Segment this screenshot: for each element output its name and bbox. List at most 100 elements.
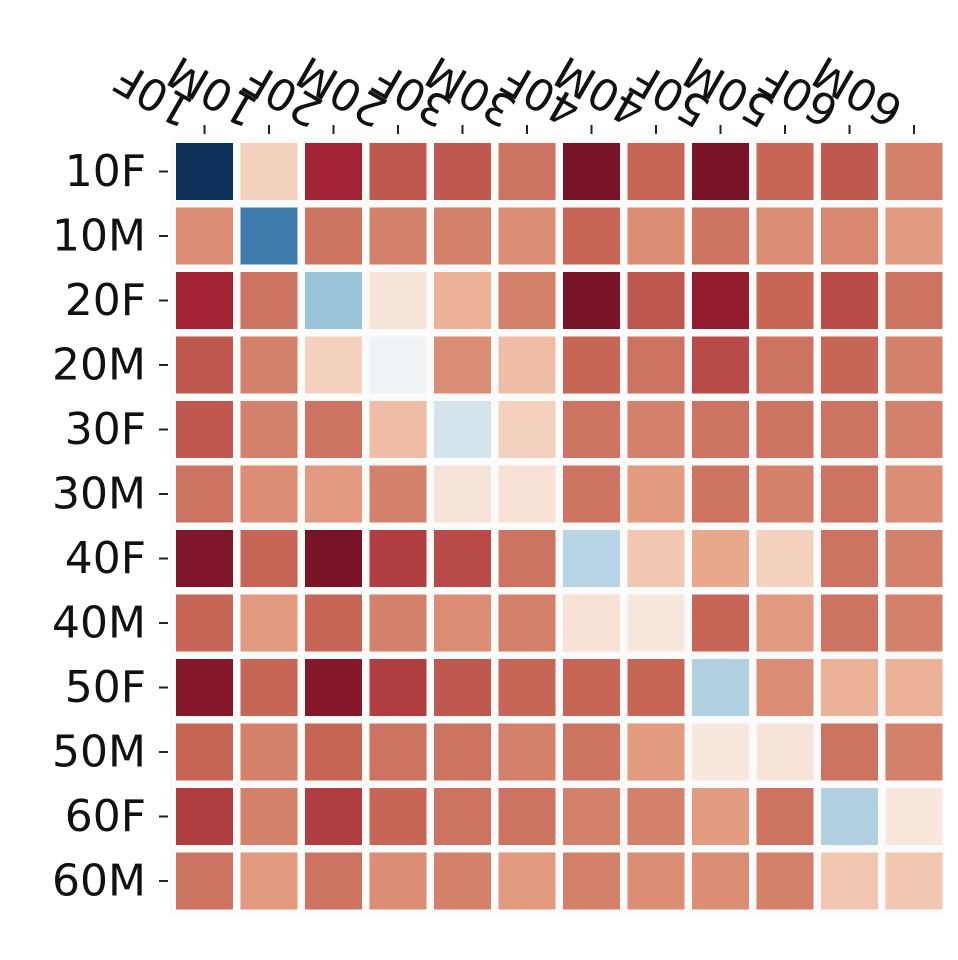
heatmap-cell-60M-40F	[563, 852, 620, 910]
y-tick-label: 30M	[52, 469, 146, 520]
heatmap-cell-40M-30F	[434, 594, 491, 652]
heatmap-cell-30F-60M	[885, 401, 943, 458]
heatmap-cell-30F-20F	[305, 401, 362, 458]
heatmap-cell-60M-20F	[305, 852, 362, 910]
heatmap-cell-20F-10M	[240, 272, 298, 329]
heatmap-cell-50M-50F	[692, 723, 749, 781]
heatmap-cell-50M-20F	[305, 723, 362, 781]
heatmap-cell-40M-10M	[240, 594, 298, 652]
heatmap-cell-20F-50F	[692, 272, 749, 329]
heatmap-cell-60F-50F	[692, 788, 749, 845]
heatmap-cell-60M-30F	[434, 852, 491, 910]
heatmap-cell-40M-50M	[756, 594, 814, 652]
heatmap-cell-50F-60M	[885, 659, 943, 716]
heatmap-cell-10M-30M	[498, 207, 556, 265]
y-tick-label: 10F	[65, 146, 146, 197]
heatmap-cell-50M-60M	[885, 723, 943, 781]
heatmap-cell-20M-40F	[563, 336, 620, 394]
heatmap-cell-40F-40F	[563, 530, 620, 587]
heatmap-cell-30M-40M	[627, 465, 685, 523]
heatmap-cell-10F-30F	[434, 143, 491, 200]
y-tick-label: 50F	[65, 662, 146, 713]
heatmap-cell-20F-20F	[305, 272, 362, 329]
heatmap-cell-40M-40M	[627, 594, 685, 652]
heatmap-cell-50M-60F	[821, 723, 878, 781]
heatmap-cell-60M-50M	[756, 852, 814, 910]
heatmap-cell-10F-30M	[498, 143, 556, 200]
heatmap-cell-60F-40M	[627, 788, 685, 845]
heatmap-cell-40F-10F	[176, 530, 233, 587]
heatmap-cell-20F-50M	[756, 272, 814, 329]
heatmap-cell-60F-20M	[369, 788, 427, 845]
heatmap-cell-20F-40M	[627, 272, 685, 329]
heatmap-cell-30M-20M	[369, 465, 427, 523]
heatmap-cell-40M-20M	[369, 594, 427, 652]
heatmap-cell-40F-30F	[434, 530, 491, 587]
heatmap-cell-60M-50F	[692, 852, 749, 910]
heatmap-cell-10M-10M	[240, 207, 298, 265]
heatmap-cell-50M-40F	[563, 723, 620, 781]
heatmap-cell-30M-50M	[756, 465, 814, 523]
heatmap-cell-50F-60F	[821, 659, 878, 716]
heatmap-cell-60F-30F	[434, 788, 491, 845]
heatmap-cell-30M-10F	[176, 465, 233, 523]
heatmap-cell-60F-30M	[498, 788, 556, 845]
heatmap-cell-40M-30M	[498, 594, 556, 652]
heatmap-cell-50F-40M	[627, 659, 685, 716]
heatmap-cell-50M-10M	[240, 723, 298, 781]
heatmap-cell-30M-50F	[692, 465, 749, 523]
heatmap-cell-50F-40F	[563, 659, 620, 716]
heatmap-cell-30F-10M	[240, 401, 298, 458]
heatmap-cell-10F-60M	[885, 143, 943, 200]
heatmap-cell-30M-10M	[240, 465, 298, 523]
heatmap-cell-50M-30M	[498, 723, 556, 781]
heatmap-cell-20M-20F	[305, 336, 362, 394]
heatmap-cell-60M-60M	[885, 852, 943, 910]
heatmap-cell-60F-60M	[885, 788, 943, 845]
heatmap-cell-10F-40M	[627, 143, 685, 200]
heatmap-cell-40M-50F	[692, 594, 749, 652]
heatmap-cell-20F-60F	[821, 272, 878, 329]
heatmap-cell-10F-10F	[176, 143, 233, 200]
heatmap-cell-10M-10F	[176, 207, 233, 265]
heatmap-cell-20F-20M	[369, 272, 427, 329]
heatmap-cell-60M-60F	[821, 852, 878, 910]
heatmap-cell-20M-20M	[369, 336, 427, 394]
heatmap-cell-30M-60F	[821, 465, 878, 523]
y-tick-label: 20F	[65, 275, 146, 326]
heatmap-cell-10M-40M	[627, 207, 685, 265]
heatmap-cell-10F-20M	[369, 143, 427, 200]
heatmap-cell-60M-20M	[369, 852, 427, 910]
heatmap-cell-20F-60M	[885, 272, 943, 329]
heatmap-cell-10M-40F	[563, 207, 620, 265]
heatmap-cell-50M-10F	[176, 723, 233, 781]
heatmap-cell-40F-50M	[756, 530, 814, 587]
plot-background	[170, 138, 944, 915]
heatmap-cell-30F-50F	[692, 401, 749, 458]
heatmap-cell-40M-40F	[563, 594, 620, 652]
heatmap-cell-60F-60F	[821, 788, 878, 845]
heatmap-cell-10F-10M	[240, 143, 298, 200]
heatmap-cell-10F-50M	[756, 143, 814, 200]
heatmap-cell-30M-40F	[563, 465, 620, 523]
heatmap-cell-20F-10F	[176, 272, 233, 329]
heatmap-cell-50F-20F	[305, 659, 362, 716]
heatmap-cell-40F-60F	[821, 530, 878, 587]
y-tick-label: 20M	[52, 340, 146, 391]
heatmap-cell-10F-50F	[692, 143, 749, 200]
heatmap-cell-30F-40F	[563, 401, 620, 458]
heatmap-cell-30M-20F	[305, 465, 362, 523]
heatmap-cell-30F-50M	[756, 401, 814, 458]
heatmap-cell-50F-50M	[756, 659, 814, 716]
heatmap-cell-10M-20F	[305, 207, 362, 265]
heatmap-cell-60F-10F	[176, 788, 233, 845]
heatmap-cell-60F-50M	[756, 788, 814, 845]
heatmap-cell-60M-10M	[240, 852, 298, 910]
heatmap-cell-20M-10F	[176, 336, 233, 394]
heatmap-cell-60M-30M	[498, 852, 556, 910]
heatmap-cell-20M-50F	[692, 336, 749, 394]
heatmap-cell-20M-60M	[885, 336, 943, 394]
heatmap-cell-20M-60F	[821, 336, 878, 394]
heatmap-cell-20M-40M	[627, 336, 685, 394]
